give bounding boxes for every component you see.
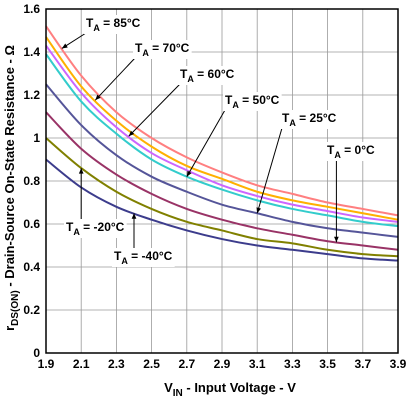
x-tick-label: 2.7 bbox=[178, 357, 195, 371]
y-tick-label: 0.8 bbox=[23, 174, 40, 188]
y-tick-label: 1.2 bbox=[23, 88, 40, 102]
series-label: TA = 85°C bbox=[86, 16, 141, 33]
label-pointer-arrowhead bbox=[95, 94, 101, 101]
x-axis-title-rest: - Input Voltage - V bbox=[183, 380, 296, 395]
series-labels: TA = 85°CTA = 70°CTA = 60°CTA = 50°CTA =… bbox=[64, 15, 377, 267]
x-tick-label: 3.9 bbox=[390, 357, 407, 371]
x-tick-label: 2.1 bbox=[73, 357, 90, 371]
y-tick-labels: 0 0.2 0.4 0.6 0.8 1 1.2 1.4 1.6 bbox=[23, 2, 40, 360]
series-label-background bbox=[178, 66, 237, 85]
x-axis-title-sub: IN bbox=[173, 388, 183, 399]
series-label-rest: = 60°C bbox=[194, 67, 235, 81]
label-pointer bbox=[94, 57, 136, 101]
series-label: TA = 0°C bbox=[327, 143, 375, 160]
label-pointer-arrowhead bbox=[61, 43, 68, 49]
y-tick-label: 0.6 bbox=[23, 217, 40, 231]
series-label-rest: = -20°C bbox=[80, 220, 125, 234]
series-label: TA = 25°C bbox=[282, 111, 337, 128]
label-pointer-arrowhead bbox=[256, 207, 261, 214]
series-label-rest: = 85°C bbox=[100, 16, 141, 30]
series-label: TA = 50°C bbox=[225, 93, 280, 110]
series-line bbox=[45, 83, 399, 238]
series-label: TA = -40°C bbox=[114, 249, 173, 266]
y-axis-title-sub: DS(ON) bbox=[10, 290, 21, 326]
series-line bbox=[45, 44, 399, 223]
series-label-background bbox=[280, 110, 339, 129]
label-pointer bbox=[256, 127, 283, 214]
series-line bbox=[45, 158, 399, 262]
label-pointer-arrowhead bbox=[131, 213, 137, 219]
label-pointer-arrowhead bbox=[128, 130, 135, 137]
series-label-rest: = 25°C bbox=[296, 111, 337, 125]
series-label-background bbox=[84, 15, 143, 34]
label-pointer-arrowhead bbox=[78, 168, 84, 174]
plot-frame bbox=[45, 8, 399, 354]
series-label-rest: = -40°C bbox=[128, 249, 173, 263]
x-tick-label: 1.9 bbox=[38, 357, 55, 371]
series-label-sub: A bbox=[187, 74, 194, 84]
series-line bbox=[45, 36, 399, 221]
y-tick-label: 1 bbox=[33, 131, 40, 145]
x-tick-label: 3.1 bbox=[249, 357, 266, 371]
x-tick-labels: 1.9 2.1 2.3 2.5 2.7 2.9 3.1 3.3 3.5 3.7 3.9 bbox=[38, 357, 407, 371]
x-tick-label: 3.3 bbox=[284, 357, 301, 371]
series-label-main: T bbox=[135, 41, 143, 55]
series-line bbox=[45, 25, 399, 217]
series-line bbox=[45, 111, 399, 251]
series-label-sub: A bbox=[142, 48, 149, 58]
x-tick-label: 2.5 bbox=[143, 357, 160, 371]
series-label-background bbox=[64, 219, 127, 238]
label-pointers bbox=[61, 32, 339, 249]
series-line bbox=[45, 137, 399, 258]
series-label-rest: = 70°C bbox=[149, 41, 190, 55]
label-pointer-arrowhead bbox=[186, 170, 192, 177]
series-label: TA = -20°C bbox=[66, 220, 125, 237]
y-tick-label: 0.2 bbox=[23, 303, 40, 317]
y-axis-title-main: r bbox=[2, 326, 17, 331]
series-label-background bbox=[133, 40, 192, 59]
series-label-background bbox=[112, 248, 175, 267]
series-label-main: T bbox=[282, 111, 290, 125]
series-label-main: T bbox=[86, 16, 94, 30]
series-label-sub: A bbox=[289, 118, 296, 128]
series-label-sub: A bbox=[232, 100, 239, 110]
series-label: TA = 60°C bbox=[180, 67, 235, 84]
series-label: TA = 70°C bbox=[135, 41, 190, 58]
series-label-main: T bbox=[327, 143, 335, 157]
x-tick-label: 3.5 bbox=[319, 357, 336, 371]
series-label-main: T bbox=[66, 220, 74, 234]
x-tick-label: 2.3 bbox=[108, 357, 125, 371]
series-label-background bbox=[325, 142, 377, 161]
series-label-sub: A bbox=[73, 227, 80, 237]
y-tick-label: 1.4 bbox=[23, 45, 40, 59]
label-pointer-arrowhead bbox=[334, 236, 339, 243]
y-axis-title-rest: - Drain-Source On-State Resistance - Ω bbox=[2, 45, 17, 290]
x-axis-title-main: V bbox=[164, 380, 173, 395]
y-tick-label: 0.4 bbox=[23, 260, 40, 274]
series-line bbox=[45, 53, 399, 228]
series-label-rest: = 50°C bbox=[239, 93, 280, 107]
series-lines bbox=[45, 25, 399, 262]
series-label-sub: A bbox=[121, 256, 128, 266]
x-tick-label: 3.7 bbox=[354, 357, 371, 371]
x-tick-label: 2.9 bbox=[214, 357, 231, 371]
series-label-main: T bbox=[114, 249, 122, 263]
y-axis-title: rDS(ON) - Drain-Source On-State Resistan… bbox=[2, 45, 21, 331]
series-label-main: T bbox=[180, 67, 188, 81]
label-pointer bbox=[128, 83, 181, 137]
series-label-sub: A bbox=[93, 23, 100, 33]
y-tick-label: 1.6 bbox=[23, 2, 40, 16]
label-pointer bbox=[186, 109, 226, 177]
series-label-sub: A bbox=[334, 150, 341, 160]
y-tick-label: 0 bbox=[33, 346, 40, 360]
series-label-rest: = 0°C bbox=[341, 143, 375, 157]
series-label-background bbox=[223, 92, 282, 111]
x-axis-title: VIN - Input Voltage - V bbox=[164, 380, 296, 399]
series-label-main: T bbox=[225, 93, 233, 107]
